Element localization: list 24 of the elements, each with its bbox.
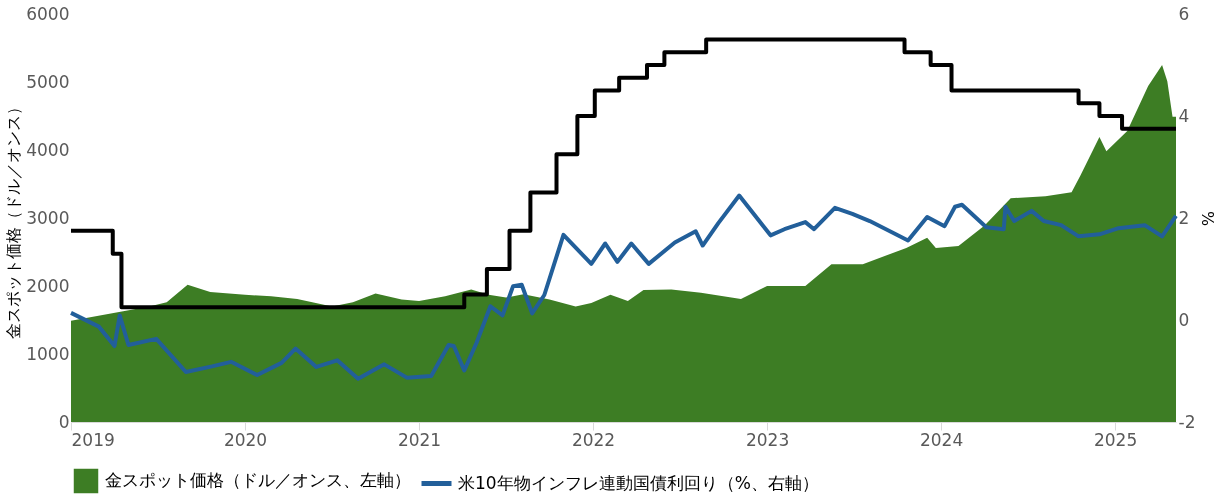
y2-tick-label: 0: [1178, 309, 1190, 330]
y2-tick-label: 4: [1178, 105, 1190, 126]
x-tick-label: 2024: [919, 429, 964, 450]
y-tick-label: 1000: [26, 343, 70, 364]
y-tick-label: 4000: [26, 139, 70, 160]
y-tick-label: 5000: [26, 71, 70, 92]
x-tick-label: 2019: [71, 429, 115, 450]
line-series: [69, 193, 1178, 381]
y-axis-title: 金スポット価格（ドル／オンス）: [4, 98, 24, 339]
legend-label: 金スポット価格（ドル／オンス、左軸）: [105, 470, 411, 490]
y-tick-label: 0: [58, 411, 70, 432]
y2-tick-label: 6: [1178, 3, 1190, 24]
y2-axis-title: %: [1198, 210, 1218, 227]
y2-tick-label: 2: [1178, 207, 1190, 228]
y2-tick-label: -2: [1178, 411, 1196, 432]
x-tick-label: 2023: [745, 429, 790, 450]
y-tick-label: 2000: [26, 275, 70, 296]
legend-label: 米10年物インフレ連動国債利回り（%、右軸）: [458, 472, 819, 493]
x-tick-label: 2022: [571, 429, 616, 450]
y-tick-label: 6000: [26, 3, 70, 24]
x-tick-label: 2020: [223, 429, 268, 450]
x-tick-label: 2021: [397, 429, 442, 450]
y-tick-label: 3000: [26, 207, 70, 228]
x-tick-label: 2025: [1093, 429, 1138, 450]
